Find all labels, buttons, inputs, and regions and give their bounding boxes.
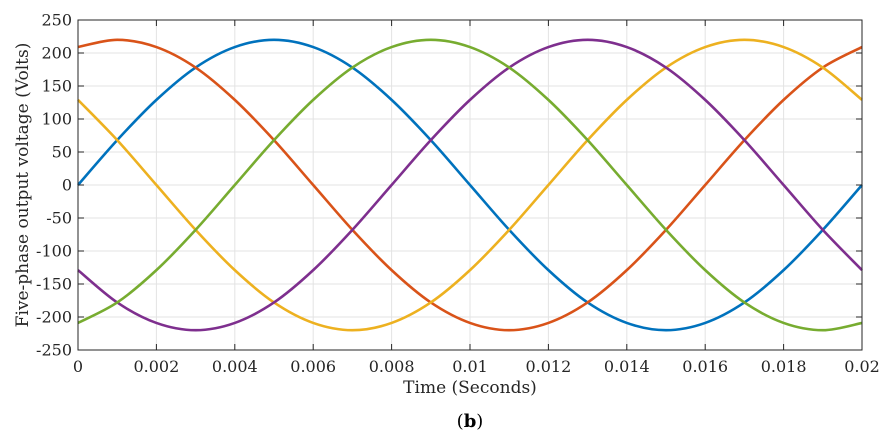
- x-tick-labels: 0 0.002 0.004 0.006 0.008 0.01 0.012 0.014 0.016…: [73, 357, 880, 376]
- y-tick-label: 200: [41, 44, 72, 63]
- series-layer: [77, 38, 863, 332]
- x-tick-label: 0: [73, 357, 83, 376]
- y-tick-label: 150: [41, 77, 72, 96]
- y-tick-label: 250: [41, 11, 72, 30]
- x-tick-label: 0.018: [761, 357, 807, 376]
- y-tick-label: -150: [36, 275, 72, 294]
- x-tick-label: 0.002: [133, 357, 179, 376]
- y-tick-label: 0: [62, 176, 72, 195]
- y-tick-label: -200: [36, 308, 72, 327]
- y-tick-label: 100: [41, 110, 72, 129]
- ticks: [77, 19, 863, 351]
- caption-close: ): [476, 411, 483, 432]
- y-axis-title: Five-phase output voltage (Volts): [13, 43, 33, 328]
- series-line-2: [77, 38, 863, 332]
- series-line-5: [77, 38, 863, 332]
- x-tick-label: 0.008: [369, 357, 415, 376]
- x-tick-label: 0.006: [290, 357, 336, 376]
- series-line-4: [77, 38, 863, 332]
- x-tick-label: 0.01: [452, 357, 488, 376]
- caption-letter: b: [464, 411, 477, 432]
- y-tick-label: 50: [52, 143, 72, 162]
- x-axis-title: Time (Seconds): [403, 378, 537, 398]
- y-tick-labels: 250 200 150 100 50 0 -50 -100 -150 -200 -250: [36, 11, 72, 360]
- x-tick-label: 0.004: [212, 357, 258, 376]
- x-tick-label: 0.016: [682, 357, 728, 376]
- caption-open: (: [457, 411, 464, 432]
- y-tick-label: -50: [46, 209, 72, 228]
- series-line-3: [77, 38, 863, 332]
- figure-caption: (b): [457, 411, 484, 432]
- series-line-1: [77, 38, 863, 332]
- x-tick-label: 0.012: [525, 357, 571, 376]
- x-tick-label: 0.02: [844, 357, 880, 376]
- y-tick-label: -250: [36, 341, 72, 360]
- x-tick-label: 0.014: [604, 357, 650, 376]
- y-tick-label: -100: [36, 242, 72, 261]
